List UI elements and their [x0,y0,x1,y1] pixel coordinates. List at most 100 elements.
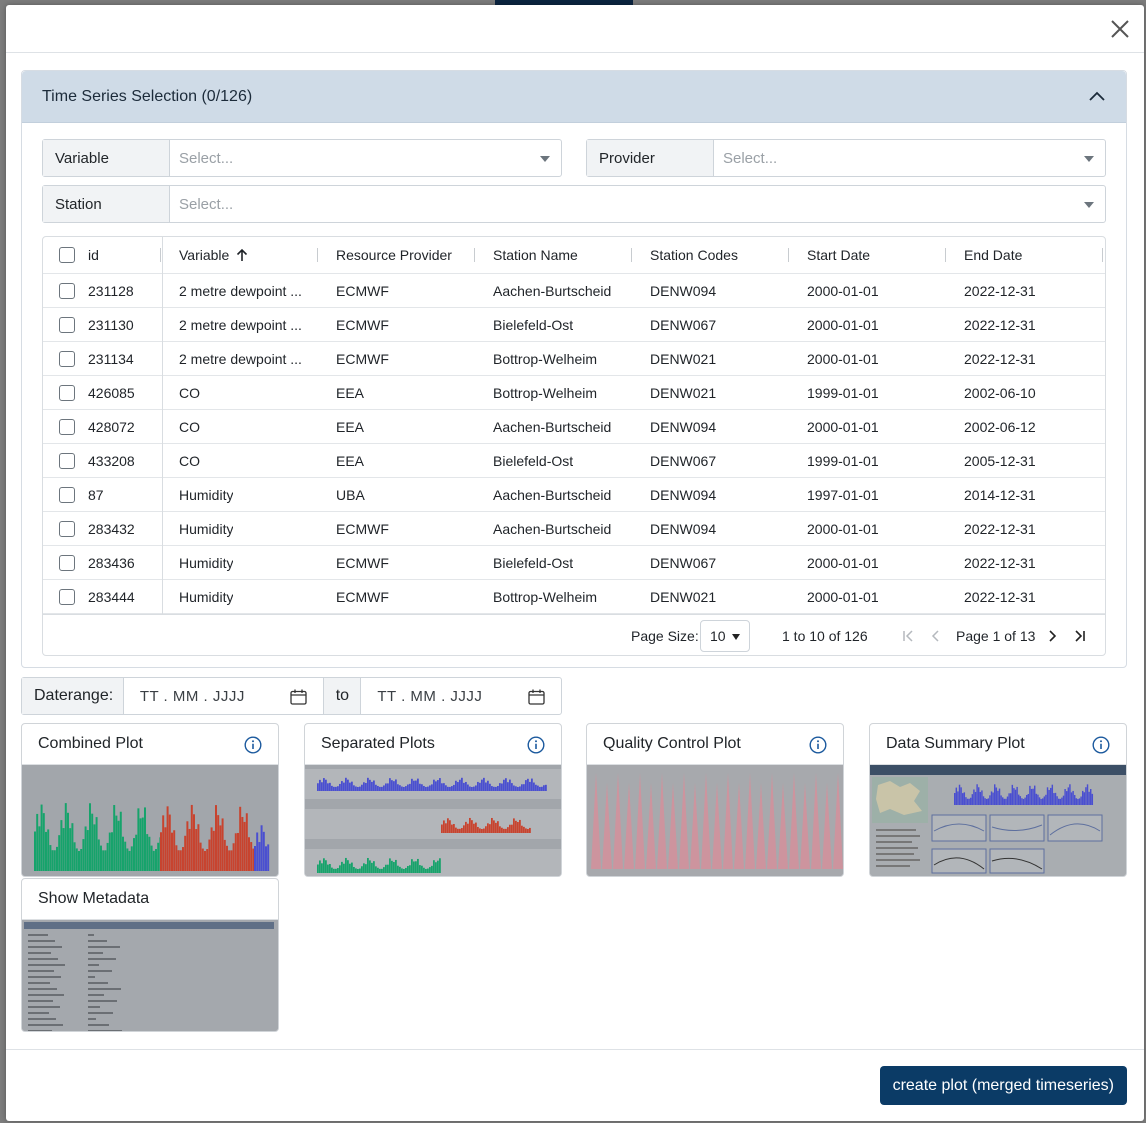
cell-station-name: Bielefeld-Ost [493,554,574,571]
row-select-checkbox[interactable] [59,384,75,401]
thumbnail-series-mark [407,784,409,791]
show-metadata-card[interactable]: Show Metadata [21,878,279,1032]
calendar-icon[interactable] [290,689,308,705]
separated-plots-card[interactable]: Separated Plots [304,723,562,877]
thumbnail-series-mark [258,842,261,871]
thumbnail-series-mark [517,822,519,833]
thumbnail-series-mark [215,805,217,871]
column-resize-handle[interactable] [160,248,161,262]
column-header-start-date[interactable]: Start Date [807,237,870,273]
column-header-resource-provider[interactable]: Resource Provider [336,237,452,273]
column-resize-handle[interactable] [788,248,789,262]
thumbnail-series-mark [335,786,337,791]
thumbnail-series-mark [971,794,974,805]
table-row[interactable]: 283432 Humidity ECMWF Aachen-Burtscheid DENW… [43,512,1105,546]
column-resize-handle[interactable] [474,248,475,262]
row-select-checkbox[interactable] [59,486,75,503]
variable-select[interactable]: Select... [170,140,561,176]
info-icon[interactable] [809,736,827,754]
column-header-end-date[interactable]: End Date [964,237,1022,273]
row-select-checkbox[interactable] [59,588,75,605]
thumbnail-text-line [88,976,95,978]
cell-station-codes: DENW094 [650,486,717,503]
thumbnail-series-mark [1040,798,1042,805]
column-resize-handle[interactable] [317,248,318,262]
start-date-input[interactable]: TT . MM . JJJJ [124,678,324,714]
thumbnail-series-mark [1016,786,1018,805]
info-icon[interactable] [527,736,545,754]
previous-page-icon[interactable] [928,628,944,644]
row-select-checkbox[interactable] [59,282,75,299]
info-icon[interactable] [244,736,262,754]
column-resize-handle[interactable] [631,248,632,262]
last-page-icon[interactable] [1072,628,1088,644]
thumbnail-series-mark [1035,793,1038,805]
thumbnail-series-mark [137,808,140,871]
cell-station-name: Aachen-Burtscheid [493,486,612,503]
close-icon[interactable] [1108,17,1132,41]
table-row[interactable]: 433208 CO EEA Bielefeld-Ost DENW067 1999-01-0… [43,444,1105,478]
thumbnail-series-mark [168,814,171,871]
thumbnail-series-mark [221,818,224,871]
thumbnail-series-mark [515,786,517,791]
info-icon[interactable] [1092,736,1110,754]
row-select-checkbox[interactable] [59,316,75,333]
data-summary-plot-card[interactable]: Data Summary Plot [869,723,1127,877]
table-row[interactable]: 426085 CO EEA Bottrop-Welheim DENW021 1999-01… [43,376,1105,410]
select-all-checkbox[interactable] [59,247,75,263]
column-header-label: id [88,247,99,263]
thumbnail-series-mark [602,783,612,869]
thumbnail-series-mark [429,867,431,873]
thumbnail-series-mark [963,792,966,805]
thumbnail-series-mark [208,839,211,871]
sort-ascending-icon[interactable] [235,248,249,262]
quality-control-plot-card[interactable]: Quality Control Plot [586,723,844,877]
row-select-checkbox[interactable] [59,350,75,367]
column-header-station-name[interactable]: Station Name [493,237,578,273]
thumbnail-series-mark [401,786,403,791]
table-row[interactable]: 428072 CO EEA Aachen-Burtscheid DENW094 2000-… [43,410,1105,444]
table-row[interactable]: 231130 2 metre dewpoint ... ECMWF Bielefeld… [43,308,1105,342]
thumbnail-series-mark [499,826,501,833]
thumbnail-series-mark [519,819,521,833]
thumbnail-series-mark [357,868,359,873]
page-size-select[interactable]: 10 [700,620,750,652]
thumbnail-series-mark [190,804,193,871]
station-select[interactable]: Select... [170,186,1105,222]
next-page-icon[interactable] [1044,628,1060,644]
column-header-station-codes[interactable]: Station Codes [650,237,738,273]
thumbnail-series-mark [990,791,993,805]
table-row[interactable]: 231134 2 metre dewpoint ... ECMWF Bottrop-W… [43,342,1105,376]
thumbnail-series-mark [455,827,457,833]
thumbnail-series-mark [355,868,357,873]
combined-plot-card[interactable]: Combined Plot [21,723,279,877]
thumbnail-series-mark [365,864,367,873]
create-plot-button[interactable]: create plot (merged timeseries) [879,1066,1127,1105]
column-header-variable[interactable]: Variable [179,237,249,273]
thumbnail-series-mark [701,773,711,869]
calendar-icon[interactable] [528,689,545,705]
thumbnail-series-mark [978,787,980,805]
row-select-checkbox[interactable] [59,554,75,571]
accordion-header[interactable]: Time Series Selection (0/126) [22,71,1126,123]
table-row[interactable]: 87 Humidity UBA Aachen-Burtscheid DENW094 199… [43,478,1105,512]
end-date-input[interactable]: TT . MM . JJJJ [361,678,561,714]
column-resize-handle[interactable] [945,248,946,262]
table-row[interactable]: 283444 Humidity ECMWF Bottrop-Welheim DENW02… [43,580,1105,614]
first-page-icon[interactable] [900,628,916,644]
thumbnail-series-mark [1021,798,1023,805]
provider-select[interactable]: Select... [714,140,1105,176]
table-row[interactable]: 283436 Humidity ECMWF Bielefeld-Ost DENW067 2… [43,546,1105,580]
row-select-checkbox[interactable] [59,452,75,469]
table-row[interactable]: 231128 2 metre dewpoint ... ECMWF Aachen-Bu… [43,274,1105,308]
chevron-up-icon[interactable] [1088,88,1106,106]
thumbnail-series-mark [219,825,222,871]
column-header-id[interactable]: id [43,237,163,273]
thumbnail-series-mark [385,783,387,791]
thumbnail-series-mark [463,825,465,833]
column-resize-handle[interactable] [1102,248,1103,262]
row-select-checkbox[interactable] [59,418,75,435]
row-select-checkbox[interactable] [59,520,75,537]
thumbnail-series-mark [443,783,445,791]
thumbnail-series-mark [234,833,237,871]
